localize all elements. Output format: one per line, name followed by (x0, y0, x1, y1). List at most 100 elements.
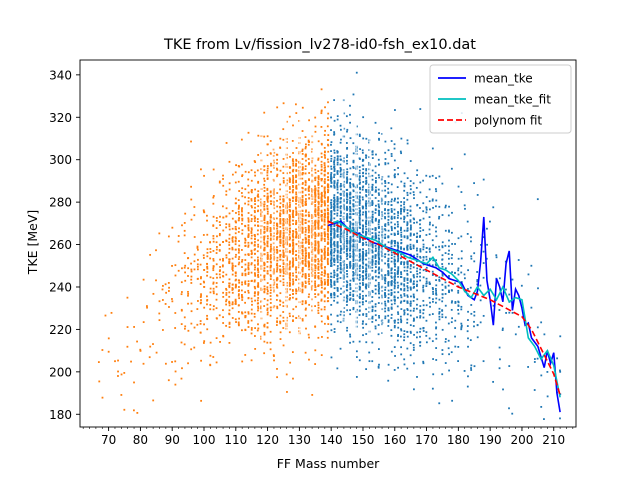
scatter-point (301, 267, 304, 269)
scatter-point (263, 267, 266, 270)
scatter-point (387, 281, 390, 284)
scatter-point (457, 300, 460, 303)
scatter-point (307, 240, 310, 242)
scatter-point (317, 211, 320, 214)
scatter-point (308, 186, 311, 189)
scatter-point (441, 316, 444, 319)
scatter-point (276, 268, 279, 271)
scatter-point (305, 203, 307, 206)
scatter-point (371, 174, 374, 177)
scatter-point (349, 113, 351, 116)
scatter-point (250, 271, 253, 274)
scatter-point (536, 326, 539, 329)
scatter-point (349, 220, 352, 223)
scatter-point (266, 311, 269, 314)
scatter-point (371, 232, 374, 234)
scatter-point (346, 252, 348, 255)
scatter-point (234, 318, 237, 321)
scatter-point (276, 227, 278, 230)
scatter-point (403, 220, 406, 223)
scatter-point (237, 207, 240, 210)
scatter-point (218, 232, 221, 235)
scatter-point (317, 213, 320, 216)
scatter-point (289, 260, 291, 263)
scatter-point (225, 288, 228, 291)
scatter-point (253, 268, 256, 271)
scatter-point (269, 152, 272, 155)
scatter-point (349, 184, 352, 187)
scatter-point (431, 174, 434, 177)
scatter-point (359, 255, 361, 258)
scatter-point (365, 276, 368, 279)
scatter-point (225, 190, 228, 193)
scatter-point (256, 256, 259, 259)
scatter-point (330, 203, 333, 206)
scatter-point (317, 306, 320, 309)
scatter-point (276, 270, 278, 273)
scatter-point (422, 289, 425, 291)
scatter-point (387, 284, 390, 287)
scatter-point (349, 137, 352, 140)
scatter-point (304, 300, 307, 303)
scatter-point (444, 267, 447, 270)
scatter-point (234, 239, 237, 242)
scatter-point (441, 245, 444, 248)
scatter-point (371, 186, 374, 188)
scatter-point (470, 304, 473, 306)
scatter-point (406, 222, 409, 225)
scatter-point (304, 194, 307, 197)
scatter-point (399, 257, 402, 260)
scatter-point (428, 247, 431, 250)
scatter-point (301, 172, 304, 175)
scatter-point (473, 314, 476, 317)
scatter-point (422, 304, 425, 307)
scatter-point (413, 254, 415, 257)
scatter-point (266, 307, 269, 310)
scatter-point (413, 218, 416, 221)
scatter-point (231, 303, 234, 306)
scatter-point (257, 243, 260, 246)
scatter-point (190, 348, 193, 351)
scatter-point (317, 184, 320, 186)
scatter-point (486, 227, 488, 230)
scatter-point (352, 308, 355, 311)
scatter-point (330, 279, 332, 282)
scatter-point (327, 297, 329, 299)
scatter-point (289, 237, 291, 240)
scatter-point (377, 174, 380, 177)
scatter-point (291, 196, 294, 199)
scatter-point (228, 223, 231, 226)
scatter-point (257, 193, 260, 196)
scatter-point (215, 219, 218, 222)
scatter-point (263, 288, 266, 291)
scatter-point (467, 310, 469, 313)
scatter-point (397, 269, 400, 272)
scatter-point (288, 191, 291, 194)
scatter-point (371, 201, 374, 204)
scatter-point (336, 196, 339, 198)
scatter-point (326, 183, 329, 186)
scatter-point (323, 200, 326, 203)
scatter-point (422, 248, 425, 251)
scatter-point (282, 237, 285, 239)
scatter-point (257, 225, 260, 227)
scatter-point (339, 210, 342, 213)
scatter-point (349, 284, 352, 287)
scatter-point (377, 366, 380, 369)
scatter-point (543, 418, 545, 420)
scatter-point (349, 262, 351, 265)
scatter-point (365, 219, 368, 222)
scatter-point (400, 308, 403, 310)
scatter-point (441, 328, 444, 331)
scatter-point (263, 331, 266, 334)
scatter-point (307, 252, 310, 255)
scatter-point (244, 237, 247, 240)
scatter-point (358, 301, 361, 304)
scatter-point (365, 137, 368, 140)
scatter-point (158, 312, 161, 315)
scatter-point (269, 140, 272, 142)
scatter-point (304, 231, 307, 233)
scatter-point (314, 116, 317, 119)
scatter-point (336, 115, 339, 118)
scatter-point (247, 203, 250, 206)
